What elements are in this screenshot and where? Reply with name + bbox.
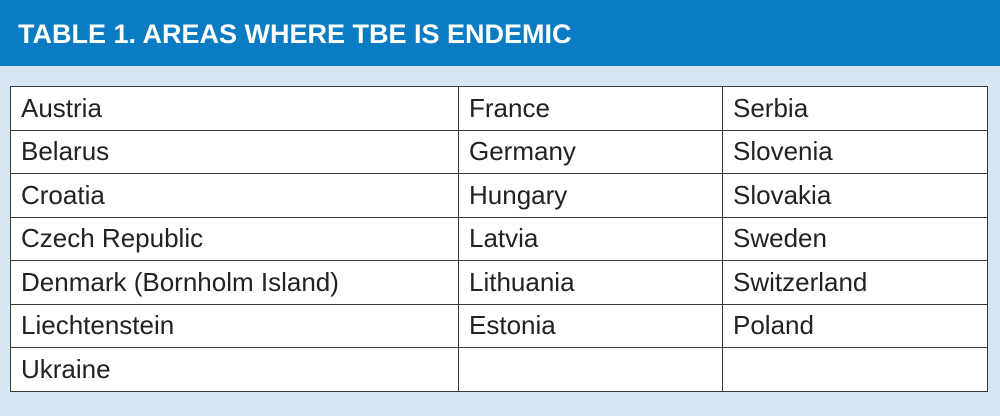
table-cell: Latvia (458, 216, 723, 261)
table-cell: Ukraine (10, 347, 459, 392)
table-row: Croatia Hungary Slovakia (10, 173, 988, 218)
table-cell: Estonia (458, 303, 723, 348)
table-cell: Croatia (10, 173, 459, 218)
endemic-table: Austria France Serbia Belarus Germany Sloveni… (10, 86, 988, 392)
table-cell: Switzerland (722, 260, 988, 305)
table-cell: Poland (722, 303, 988, 348)
table-row: Liechtenstein Estonia Poland (10, 303, 988, 348)
table-cell: Denmark (Bornholm Island) (10, 260, 459, 305)
table-row: Ukraine (10, 347, 988, 392)
table-cell: Austria (10, 86, 459, 131)
table-title: TABLE 1. AREAS WHERE TBE IS ENDEMIC (0, 0, 1000, 66)
table-cell: Germany (458, 129, 723, 174)
table-cell (722, 347, 988, 392)
table-cell: Hungary (458, 173, 723, 218)
table-cell: Slovenia (722, 129, 988, 174)
table-cell: Slovakia (722, 173, 988, 218)
table-row: Czech Republic Latvia Sweden (10, 216, 988, 261)
table-row: Austria France Serbia (10, 86, 988, 131)
table-cell: Serbia (722, 86, 988, 131)
table-row: Denmark (Bornholm Island) Lithuania Switze… (10, 260, 988, 305)
table-cell: France (458, 86, 723, 131)
table-cell: Lithuania (458, 260, 723, 305)
table-row: Belarus Germany Slovenia (10, 129, 988, 174)
table-cell: Belarus (10, 129, 459, 174)
table-cell (458, 347, 723, 392)
table-cell: Czech Republic (10, 216, 459, 261)
table-cell: Liechtenstein (10, 303, 459, 348)
table-cell: Sweden (722, 216, 988, 261)
